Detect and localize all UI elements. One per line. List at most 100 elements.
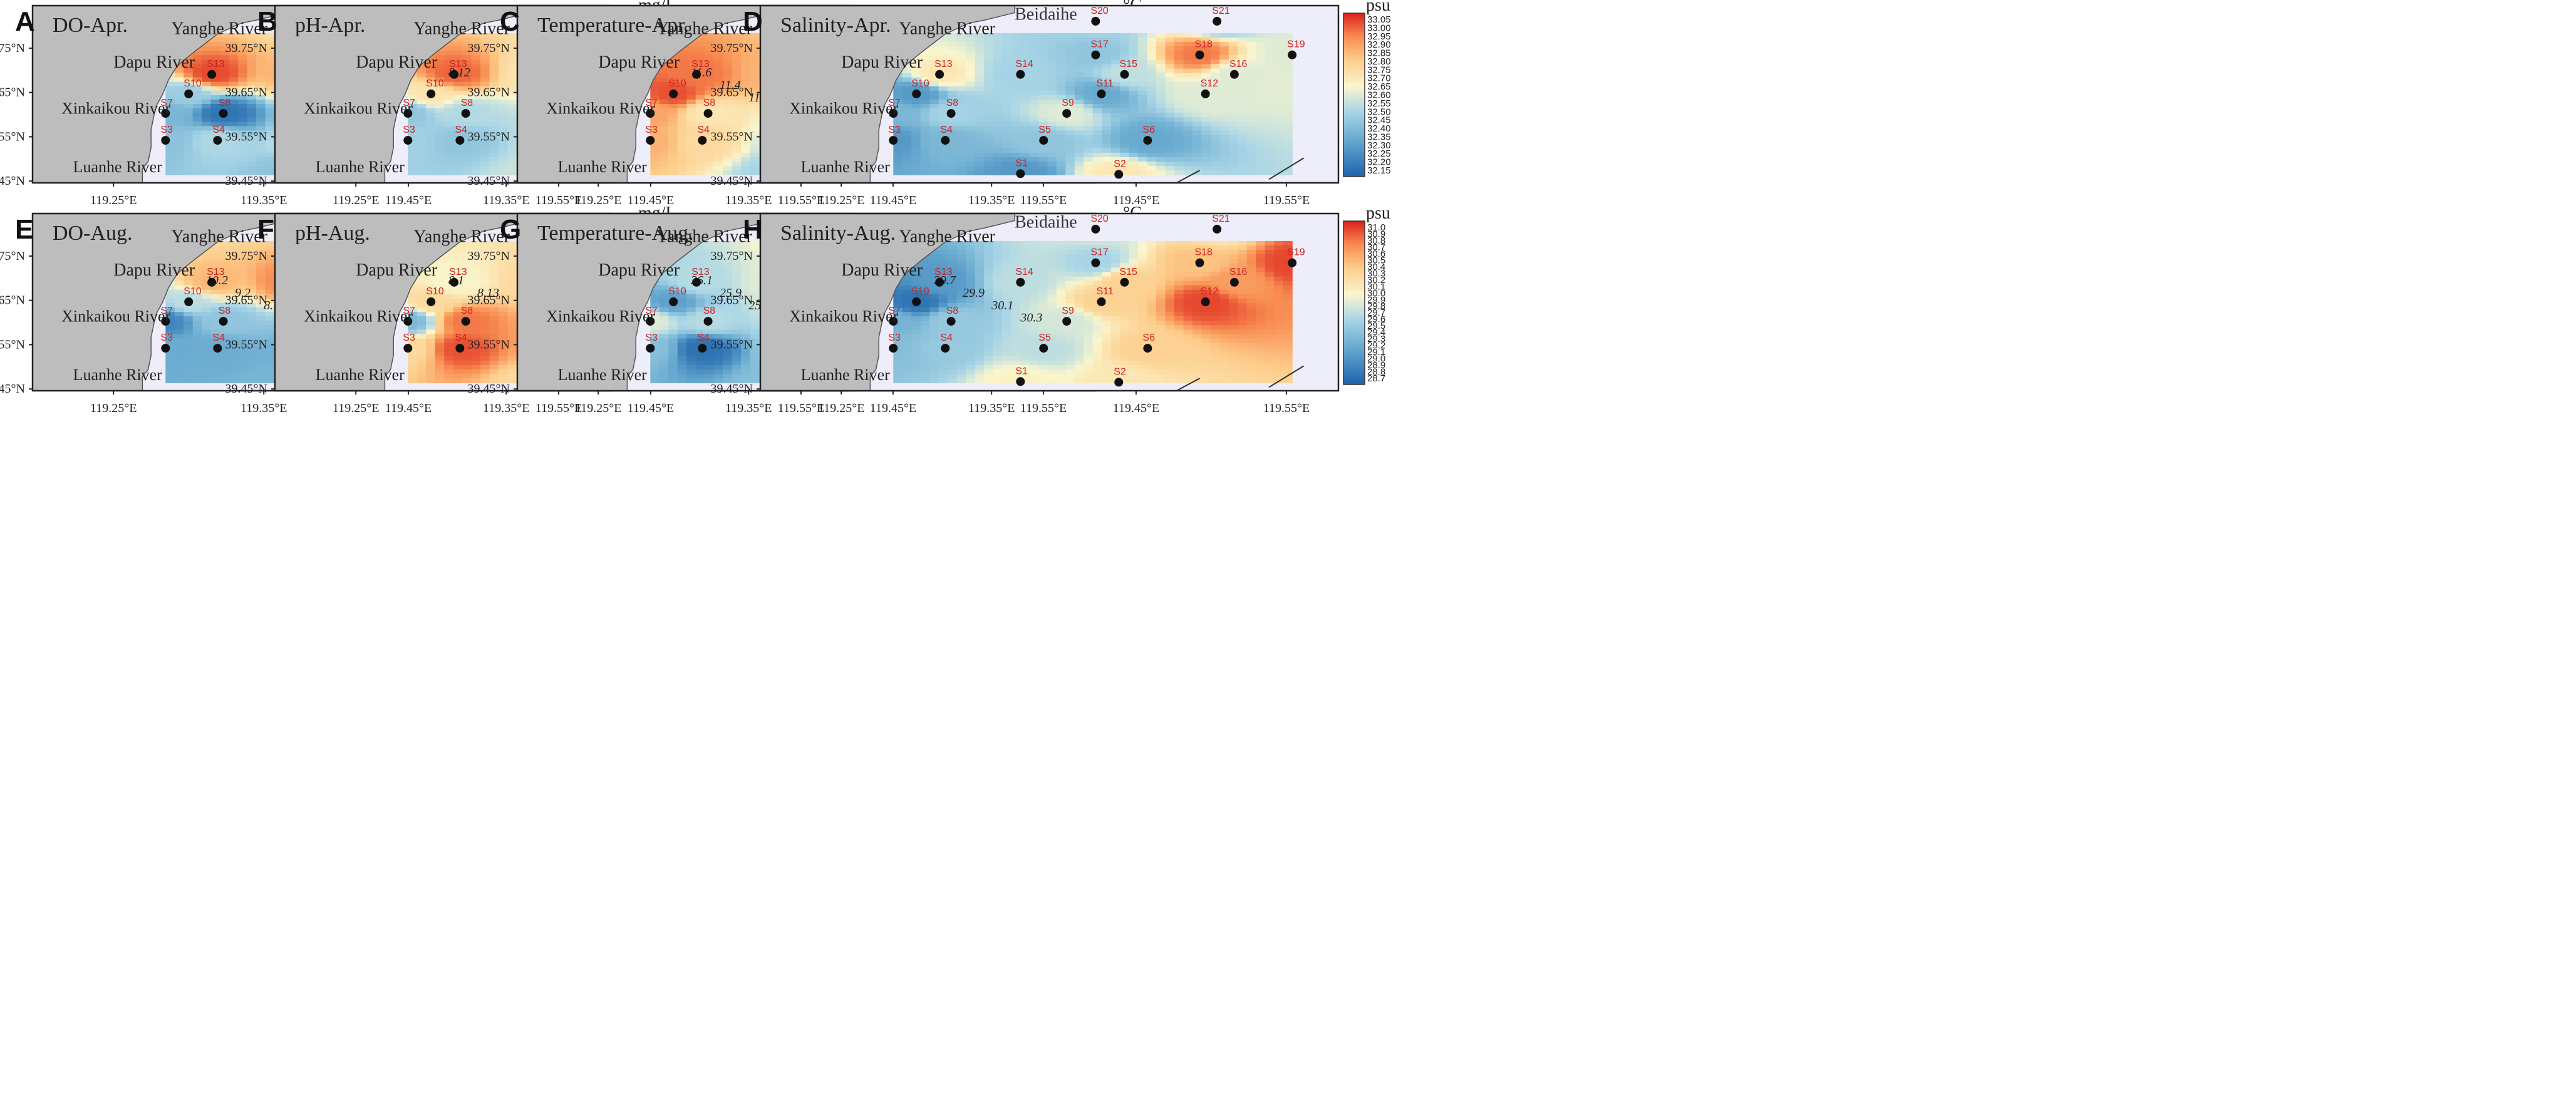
station-point [207, 277, 217, 287]
station-point [1062, 109, 1072, 118]
x-tick-label: 119.25°E [575, 193, 621, 207]
place-dapu-river: Dapu River [598, 53, 680, 72]
station-label: S3 [645, 125, 658, 135]
colorbar-frame [1343, 220, 1365, 385]
station-point [669, 89, 678, 98]
station-label: S19 [1287, 39, 1305, 50]
station-point [213, 344, 222, 353]
colorbar-tick-label: 30.6 [1367, 249, 1385, 259]
place-yanghe-river: Yanghe River [414, 227, 510, 246]
colorbar-tick-label: 32.90 [1367, 39, 1391, 50]
station-label: S13 [691, 59, 710, 70]
x-tick-label: 119.35°E [725, 193, 772, 207]
station-label: S7 [645, 98, 658, 108]
y-tick-label: 39.65°N [225, 86, 267, 100]
colorbar-tick-label: 29.0 [1367, 354, 1385, 364]
colorbar-tick-label: 32.75 [1367, 64, 1391, 75]
station-point [461, 109, 470, 118]
colorbar-unit: psu [1366, 204, 1390, 223]
station-label: S14 [1015, 59, 1033, 70]
station-label: S4 [940, 333, 953, 343]
station-point [698, 136, 707, 145]
x-tick-label: 119.35°E [241, 401, 287, 415]
colorbar-tick-label: 32.95 [1367, 31, 1391, 42]
x-tick-label: 119.45°E [628, 193, 674, 207]
station-point [213, 136, 222, 145]
station-point [703, 317, 713, 326]
place-dapu-river: Dapu River [356, 260, 438, 280]
y-tick-label: 39.75°N [711, 41, 753, 55]
colorbar-tick-label: 32.25 [1367, 148, 1391, 159]
place-xinkaikou-river: Xinkaikou River [304, 307, 413, 326]
station-point [1195, 258, 1204, 267]
contour-label: 30.1 [991, 299, 1013, 312]
station-label: S1 [1015, 158, 1028, 168]
station-point [403, 344, 413, 353]
station-point [889, 317, 898, 326]
panel-letter: E [15, 214, 33, 245]
x-tick-label: 119.45°E [870, 401, 916, 415]
station-label: S4 [697, 333, 710, 343]
station-label: S8 [219, 306, 231, 316]
station-point [403, 109, 413, 118]
station-point [1039, 344, 1048, 353]
y-tick-label: 39.65°N [0, 294, 25, 307]
station-label: S21 [1212, 6, 1230, 16]
station-label: S7 [645, 306, 658, 316]
station-point [1288, 50, 1297, 59]
x-tick-label: 119.25°E [333, 401, 379, 415]
y-tick-label: 39.55°N [711, 338, 753, 351]
station-label: S13 [207, 59, 225, 70]
colorbar-tick-label: 32.40 [1367, 123, 1391, 134]
interpolated-field [893, 240, 1293, 383]
station-label: S6 [1142, 125, 1155, 135]
station-label: S8 [946, 306, 959, 316]
colorbar-tick-label: 30.3 [1367, 268, 1385, 279]
station-point [912, 297, 921, 306]
y-tick-label: 39.75°N [0, 249, 25, 263]
station-label: S4 [697, 125, 710, 135]
place-xinkaikou-river: Xinkaikou River [789, 100, 898, 118]
colorbar-tick-label: 29.8 [1367, 301, 1385, 312]
y-tick-label: 39.45°N [468, 174, 510, 188]
station-label: S8 [461, 98, 473, 108]
station-point [1114, 378, 1124, 387]
colorbar-tick-label: 32.85 [1367, 48, 1391, 59]
y-tick-label: 39.65°N [711, 294, 753, 307]
reference-line [1176, 378, 1200, 391]
station-point [1143, 136, 1152, 145]
interpolated-field [893, 33, 1293, 175]
panel-title: Temperature-Apr. [537, 14, 689, 37]
contour-label: 25.9 [720, 286, 742, 300]
y-tick-label: 39.55°N [468, 338, 510, 351]
contour-label: 9.2 [235, 286, 251, 300]
x-tick-label: 119.55°E [535, 401, 582, 415]
station-point [698, 344, 707, 353]
station-point [427, 89, 436, 98]
colorbar-tick-label: 30.0 [1367, 288, 1385, 299]
x-tick-label: 119.45°E [870, 193, 916, 207]
station-label: S16 [1229, 267, 1248, 277]
station-label: S2 [1114, 366, 1126, 377]
colorbar-tick-label: 29.3 [1367, 334, 1385, 344]
station-label: S4 [940, 125, 953, 135]
panel-title: pH-Aug. [295, 222, 370, 245]
station-label: S20 [1090, 6, 1109, 16]
x-tick-label: 119.45°E [628, 401, 674, 415]
colorbar-tick-label: 29.9 [1367, 294, 1385, 305]
reference-line [1268, 365, 1305, 388]
y-tick-label: 39.75°N [0, 41, 25, 55]
place-dapu-river: Dapu River [841, 53, 923, 72]
station-point [461, 317, 470, 326]
station-point [1201, 297, 1210, 306]
station-point [1091, 224, 1100, 234]
station-label: S7 [403, 98, 415, 108]
station-point [1213, 16, 1222, 26]
x-tick-label: 119.55°E [1020, 193, 1067, 207]
station-point [161, 136, 170, 145]
place-xinkaikou-river: Xinkaikou River [546, 100, 655, 118]
land [517, 5, 772, 183]
station-point [1114, 170, 1124, 179]
colorbar-tick-label: 30.2 [1367, 275, 1385, 286]
place-yanghe-river: Yanghe River [656, 19, 753, 38]
